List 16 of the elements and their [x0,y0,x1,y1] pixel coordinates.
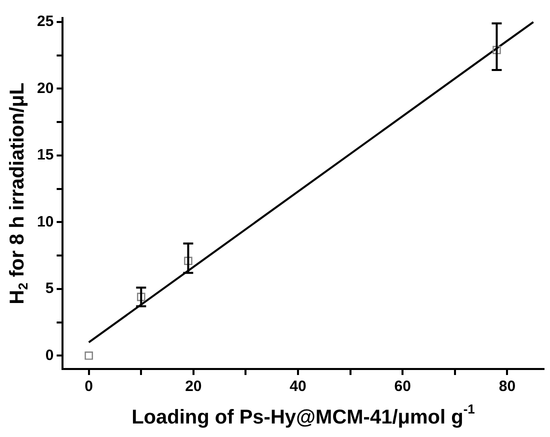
y-tick-label: 10 [36,213,54,230]
x-tick-label: 80 [498,378,516,396]
y-tick-label: 5 [45,280,54,298]
point [184,256,192,266]
point [492,46,501,54]
point [84,352,93,360]
x-tick-label: 20 [185,378,202,396]
y-axis-title: H2 for 8 h irradiation/μL [6,82,31,304]
y-tick-label: 20 [36,80,54,97]
y-tick-label: 15 [36,146,54,164]
x-tick-label: 0 [84,378,94,396]
x-tick-label: 40 [290,378,306,396]
y-tick-label: 0 [45,346,54,364]
x-tick-label: 60 [394,378,411,396]
point [136,292,146,302]
y-tick-label: 25 [36,13,54,30]
